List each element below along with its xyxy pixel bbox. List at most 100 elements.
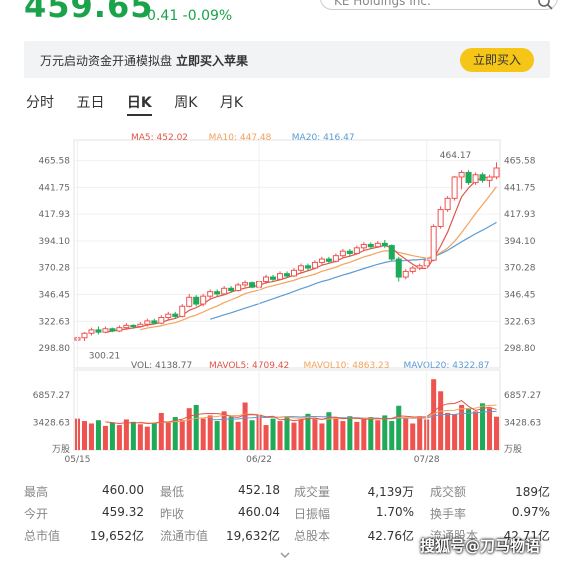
volume-bar xyxy=(151,423,157,450)
promo-text: 万元启动资金开通模拟盘 立即买入苹果 xyxy=(40,52,248,69)
candle-body xyxy=(270,276,277,280)
promo-description: 万元启动资金开通模拟盘 xyxy=(40,54,173,68)
volume-unit-left: 万股 xyxy=(52,444,70,455)
candle-body xyxy=(493,167,500,178)
tab-five-day[interactable]: 五日 xyxy=(76,95,105,111)
y-tick-label-left: 394.10 xyxy=(39,237,71,247)
candle-body xyxy=(318,258,325,263)
candle-body xyxy=(416,265,423,269)
stat-value: 19,632亿 xyxy=(226,529,280,543)
volume-bar xyxy=(333,418,339,450)
top-bar: 459.65 -0.41 -0.09% KE Holdings Inc. xyxy=(0,0,561,36)
candle-body xyxy=(228,287,235,292)
stat-label: 日振幅 xyxy=(294,507,331,521)
stat-value: 459.32 xyxy=(102,505,144,519)
volume-bar xyxy=(137,424,143,450)
ma-legend-label: MA20: 416.47 xyxy=(292,133,355,143)
y-tick-label-left: 441.75 xyxy=(39,183,71,193)
volume-tick-left: 3428.63 xyxy=(33,418,70,428)
y-tick-label-right: 417.93 xyxy=(504,210,536,220)
stat-label: 流通市值 xyxy=(160,529,209,543)
candlestick-chart[interactable]: 465.58 465.58 441.75 441.75 417.93 417.93 394.… xyxy=(24,128,550,473)
volume-bar xyxy=(207,415,213,450)
tab-daily-k[interactable]: 日K xyxy=(126,92,152,116)
candle-body xyxy=(430,225,437,261)
candle-body xyxy=(486,176,493,181)
volume-bar xyxy=(172,417,178,450)
candle-body xyxy=(346,250,353,254)
candle-body xyxy=(109,328,116,332)
candle-body xyxy=(290,269,297,277)
stat-label: 成交额 xyxy=(430,485,467,499)
volume-bar xyxy=(130,421,136,450)
stats-row-2: 今开 459.32 昨收 460.04 日振幅 1.70% 换手率 0.97% xyxy=(24,505,550,525)
volume-bar xyxy=(375,420,381,450)
candle-body xyxy=(165,313,172,319)
candle-body xyxy=(388,245,395,260)
volume-bar xyxy=(109,422,115,450)
search-icon[interactable] xyxy=(537,0,553,10)
candle-body xyxy=(214,291,221,295)
volume-tick-left: 6857.27 xyxy=(33,391,70,401)
candle-body xyxy=(458,171,465,178)
volume-legend-label: MAVOL5: 4709.42 xyxy=(209,361,289,371)
y-tick-label-right: 370.28 xyxy=(504,264,536,274)
volume-bar xyxy=(249,420,255,450)
volume-bar xyxy=(165,422,171,450)
volume-bar xyxy=(277,421,283,450)
volume-bar xyxy=(193,404,199,450)
buy-now-button[interactable]: 立即买入 xyxy=(460,48,534,72)
candle-body xyxy=(304,265,311,269)
candle-body xyxy=(263,276,270,283)
stats-row-1: 最高 460.00 最低 452.18 成交量 4,139万 成交额 189亿 xyxy=(24,483,550,503)
candle-body xyxy=(144,320,151,325)
volume-bar xyxy=(340,421,346,450)
volume-bar xyxy=(326,412,332,450)
volume-bar xyxy=(403,418,409,450)
candle-body xyxy=(444,197,451,211)
tab-intraday[interactable]: 分时 xyxy=(26,95,54,111)
stat-label: 换手率 xyxy=(430,507,467,521)
candle-body xyxy=(102,328,109,333)
candle-body xyxy=(437,209,444,227)
candle-body xyxy=(325,258,332,262)
stat-value: 189亿 xyxy=(515,485,550,499)
candle-body xyxy=(235,284,242,292)
stat-label: 今开 xyxy=(24,507,49,521)
y-tick-label-right: 322.63 xyxy=(504,317,536,327)
candle-body xyxy=(367,243,374,248)
candle-body xyxy=(395,258,402,278)
volume-bar xyxy=(445,413,451,450)
ma10-line xyxy=(140,186,497,331)
volume-bar xyxy=(473,411,479,450)
volume-bar xyxy=(305,413,311,450)
stat-value: 0.97% xyxy=(511,505,550,519)
y-tick-label-right: 394.10 xyxy=(504,237,536,247)
chevron-down-icon[interactable] xyxy=(280,551,290,559)
stat-value: 460.04 xyxy=(238,505,280,519)
volume-bar xyxy=(102,425,108,450)
tab-weekly-k[interactable]: 周K xyxy=(174,95,198,111)
candle-body xyxy=(158,317,165,324)
stat-label: 总股本 xyxy=(294,529,331,543)
y-tick-label-left: 465.58 xyxy=(39,157,71,167)
stat-value: 19,652亿 xyxy=(90,529,144,543)
volume-bar xyxy=(410,423,416,450)
volume-bar xyxy=(480,403,486,450)
volume-bar xyxy=(354,421,360,450)
watermark: 搜狐号@刀马物语 xyxy=(420,537,541,555)
volume-bar xyxy=(88,423,94,450)
ma-legend-label: MA10: 447.48 xyxy=(209,133,272,143)
x-tick-label: 07/28 xyxy=(414,455,440,465)
volume-bar xyxy=(361,418,367,450)
stat-value: 460.00 xyxy=(102,483,144,497)
y-tick-label-left: 417.93 xyxy=(39,210,71,220)
volume-bar xyxy=(186,408,192,450)
promo-highlight[interactable]: 立即买入苹果 xyxy=(176,54,249,68)
tab-monthly-k[interactable]: 月K xyxy=(219,95,244,111)
stat-label: 昨收 xyxy=(160,507,185,521)
stat-label: 成交量 xyxy=(294,485,331,499)
volume-bar xyxy=(389,421,395,450)
volume-bar xyxy=(452,414,458,450)
volume-bar xyxy=(438,391,444,450)
